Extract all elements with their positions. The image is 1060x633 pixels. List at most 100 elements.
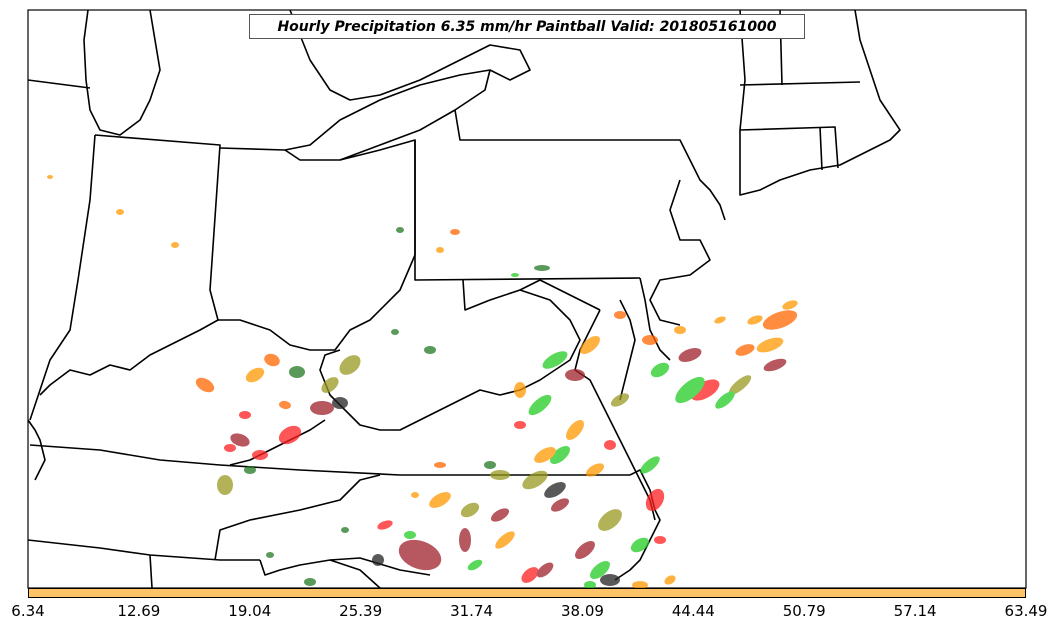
precip-blob — [715, 391, 735, 409]
precip-blob — [171, 242, 179, 248]
precip-blob — [339, 355, 361, 375]
colorbar-tick-label: 44.44 — [671, 602, 715, 620]
precip-blob — [600, 574, 620, 586]
precip-blob — [459, 528, 471, 552]
precip-blob — [654, 536, 666, 544]
precip-blob — [763, 358, 787, 372]
precip-blob — [598, 509, 622, 531]
precip-blob — [278, 425, 302, 445]
precip-blob — [310, 401, 334, 415]
precip-blob — [542, 351, 568, 369]
precip-blob — [47, 175, 53, 179]
precip-blob — [534, 265, 550, 271]
precip-blob — [514, 421, 526, 429]
precip-blob — [674, 326, 686, 334]
precip-blob — [690, 379, 720, 401]
precip-blob — [511, 273, 519, 277]
precip-blob — [341, 527, 349, 533]
precip-blob — [580, 336, 600, 354]
precip-blob — [450, 229, 460, 235]
precip-blob — [398, 539, 442, 571]
colorbar-tick-label: 38.09 — [560, 602, 604, 620]
colorbar-tick-label: 19.04 — [228, 602, 272, 620]
precip-blob — [728, 375, 752, 395]
precip-blob — [434, 462, 446, 468]
precip-blob — [575, 541, 595, 559]
colorbar-tick-label: 31.74 — [450, 602, 494, 620]
colorbar-tick-label: 25.39 — [339, 602, 383, 620]
precip-blob — [484, 461, 496, 469]
precip-blob — [245, 367, 265, 383]
map-title: Hourly Precipitation 6.35 mm/hr Paintbal… — [249, 14, 805, 39]
precip-blob — [630, 537, 650, 553]
precip-blob — [436, 247, 444, 253]
precip-blob — [377, 520, 393, 530]
precip-blob — [550, 446, 570, 464]
precip-blob — [640, 456, 660, 474]
precip-blob — [224, 444, 236, 452]
precip-blob — [650, 362, 670, 378]
precip-blob — [495, 531, 515, 549]
precip-blob — [585, 463, 605, 477]
colorbar-tick-label: 12.69 — [117, 602, 161, 620]
precip-blob — [404, 531, 416, 539]
precip-blob — [321, 377, 339, 393]
precipitation-blobs — [47, 175, 798, 589]
precip-blob — [632, 581, 648, 589]
precip-blob — [756, 337, 784, 353]
precip-blob — [396, 227, 404, 233]
precip-blob — [391, 329, 399, 335]
precip-blob — [645, 488, 665, 512]
precip-blob — [514, 382, 526, 398]
precip-blob — [239, 411, 251, 419]
precip-blob — [217, 475, 233, 495]
precip-blob — [252, 450, 268, 460]
colorbar-tick-label: 63.49 — [1004, 602, 1048, 620]
precip-blob — [544, 482, 566, 498]
precip-blob — [536, 562, 554, 578]
precip-blob — [675, 376, 705, 404]
map-frame — [27, 9, 1027, 589]
precip-blob — [289, 366, 305, 378]
precip-blob — [528, 394, 552, 416]
precip-blob — [244, 466, 256, 474]
precip-blob — [584, 581, 596, 589]
precip-blob — [195, 377, 215, 393]
precip-blob — [230, 433, 250, 447]
precip-blob — [279, 400, 291, 410]
precip-blob — [664, 575, 676, 585]
precip-blob — [566, 420, 584, 440]
precip-blob — [304, 578, 316, 586]
precip-blob — [424, 346, 436, 354]
colorbar-tick-label: 57.14 — [893, 602, 937, 620]
colorbar-tick-label: 6.34 — [11, 602, 45, 620]
colorbar — [28, 588, 1026, 598]
precip-blob — [614, 311, 626, 319]
precip-blob — [762, 310, 798, 330]
precip-blob — [534, 447, 556, 463]
precip-blob — [782, 300, 798, 310]
precip-blob — [678, 348, 702, 362]
precip-blob — [590, 561, 610, 579]
precip-blob — [266, 552, 274, 558]
precip-blob — [460, 502, 480, 518]
precip-blob — [490, 508, 510, 522]
precip-blob — [467, 559, 483, 571]
precip-blob — [642, 335, 658, 345]
state-boundaries — [27, 9, 901, 589]
precip-blob — [490, 470, 510, 480]
precip-blob — [522, 470, 548, 490]
precip-blob — [735, 344, 755, 356]
precip-blob — [116, 209, 124, 215]
precip-blob — [429, 492, 451, 508]
precip-blob — [714, 316, 726, 324]
precip-blob — [521, 567, 539, 583]
precip-blob — [550, 498, 570, 512]
precip-blob — [332, 397, 348, 409]
precip-blob — [747, 315, 763, 325]
precip-blob — [604, 440, 616, 450]
precip-blob — [565, 369, 585, 381]
precip-blob — [372, 554, 384, 566]
precip-blob — [264, 353, 280, 367]
